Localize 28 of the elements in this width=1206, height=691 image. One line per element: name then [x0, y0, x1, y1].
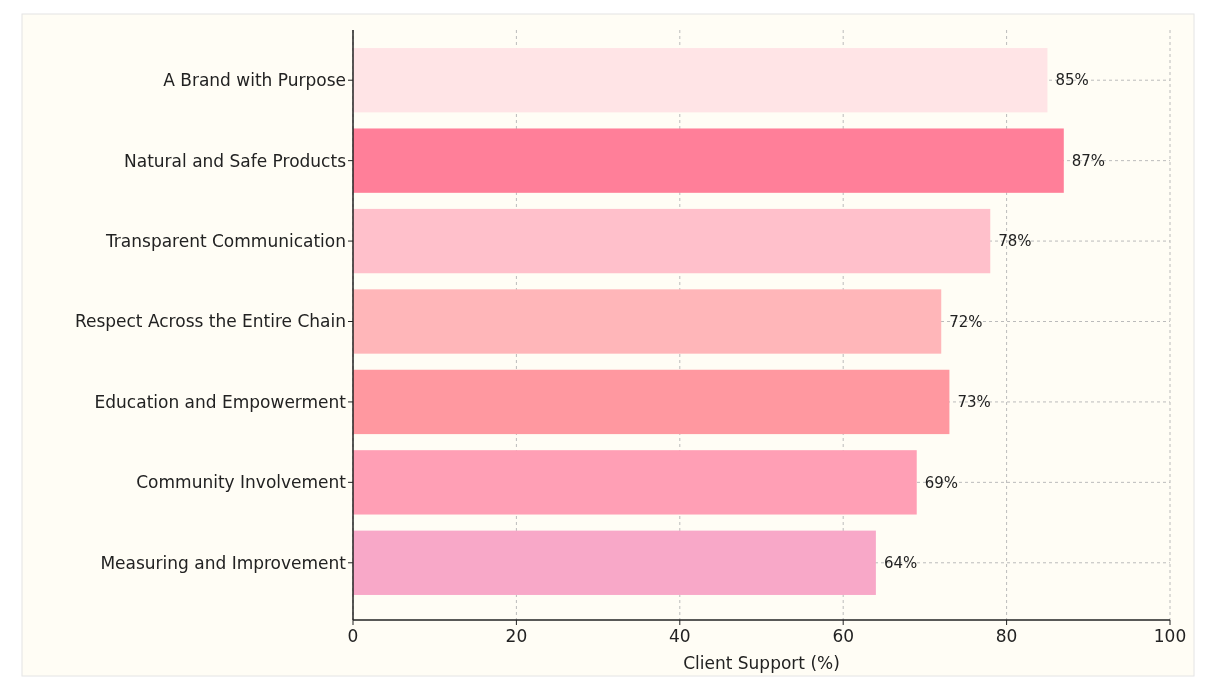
bar [353, 48, 1048, 113]
x-tick-label: 60 [832, 626, 855, 646]
y-tick-label: Transparent Communication [104, 231, 346, 252]
data-label: 87% [1071, 151, 1106, 170]
y-tick-label: Respect Across the Entire Chain [74, 311, 346, 332]
bar [353, 530, 876, 595]
x-tick-label: 80 [995, 626, 1018, 646]
x-tick-label: 100 [1153, 626, 1187, 646]
data-label: 78% [998, 232, 1032, 251]
x-tick-label: 20 [505, 626, 528, 646]
x-axis-title: Client Support (%) [683, 653, 840, 673]
data-label: 85% [1055, 71, 1089, 90]
x-tick-label: 40 [668, 626, 691, 646]
bar [353, 208, 991, 274]
bar [353, 128, 1064, 193]
y-tick-label: Measuring and Improvement [100, 552, 347, 573]
y-tick-label: A Brand with Purpose [163, 70, 346, 91]
data-label: 72% [949, 312, 983, 331]
bar [353, 289, 942, 354]
bar [353, 369, 950, 435]
y-tick-label: Community Involvement [136, 472, 347, 493]
bar [353, 450, 917, 515]
y-tick-label: Education and Empowerment [94, 391, 347, 412]
x-tick-label: 0 [347, 626, 359, 646]
y-tick-label: Natural and Safe Products [124, 150, 347, 171]
data-label: 73% [957, 393, 991, 412]
data-label: 69% [924, 473, 959, 492]
data-label: 64% [883, 554, 918, 573]
